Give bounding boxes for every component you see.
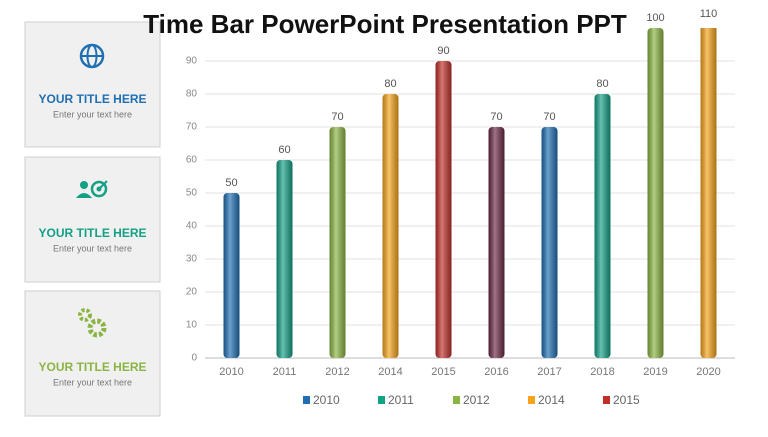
value-label: 100: [646, 12, 664, 24]
card: [24, 156, 161, 283]
globe-icon: [79, 43, 105, 69]
legend-label: 2011: [388, 393, 414, 407]
y-tick-label: 30: [186, 254, 198, 265]
x-tick-label: 2015: [431, 366, 455, 378]
x-tick-label: 2020: [696, 366, 720, 378]
value-label: 70: [543, 111, 555, 123]
cards: YOUR TITLE HERE Enter your text here YOU…: [24, 21, 161, 417]
card-text: Enter your text here: [53, 109, 132, 119]
legend-label: 2014: [538, 393, 565, 407]
chart-title: Time Bar PowerPoint Presentation PPT: [143, 9, 627, 39]
legend-label: 2010: [313, 393, 340, 407]
bar-shine: [276, 160, 293, 358]
x-tick-label: 2012: [325, 366, 349, 378]
x-tick-label: 2018: [590, 366, 614, 378]
value-label: 50: [225, 177, 237, 189]
y-tick-label: 90: [186, 56, 198, 67]
y-tick-label: 0: [191, 353, 197, 364]
y-tick-label: 60: [186, 155, 198, 166]
x-tick-label: 2017: [537, 366, 561, 378]
y-tick-label: 70: [186, 122, 198, 133]
legend-swatch: [303, 396, 310, 404]
bar-shine: [223, 193, 240, 358]
x-tick-label: 2014: [378, 366, 402, 378]
legend-swatch: [453, 396, 460, 404]
x-tick-label: 2011: [273, 366, 297, 378]
value-label: 110: [700, 8, 718, 20]
bar-shine: [435, 61, 452, 358]
bar-shine: [647, 28, 664, 358]
bar-shine: [541, 127, 558, 358]
card-title: YOUR TITLE HERE: [38, 360, 146, 374]
legend-swatch: [528, 396, 535, 404]
card-title: YOUR TITLE HERE: [38, 92, 146, 106]
value-label: 80: [384, 78, 396, 90]
card-text: Enter your text here: [53, 243, 132, 253]
legend-label: 2012: [463, 393, 490, 407]
y-tick-label: 50: [186, 188, 198, 199]
bar-shine: [382, 94, 399, 358]
value-label: 80: [596, 78, 608, 90]
value-label: 70: [490, 111, 502, 123]
bars: [223, 28, 717, 358]
bar-shine: [700, 28, 717, 358]
value-label: 90: [437, 45, 449, 57]
card-text: Enter your text here: [53, 377, 132, 387]
target-icon: [76, 180, 108, 198]
bar-shine: [329, 127, 346, 358]
value-label: 60: [278, 144, 290, 156]
gears-icon: [78, 308, 107, 338]
bar-shine: [488, 127, 505, 358]
bar-shine: [594, 94, 611, 358]
y-tick-label: 20: [186, 287, 198, 298]
legend-swatch: [603, 396, 610, 404]
x-tick-label: 2019: [643, 366, 667, 378]
x-tick-label: 2016: [484, 366, 508, 378]
x-tick-label: 2010: [219, 366, 243, 378]
value-label: 70: [331, 111, 343, 123]
card: [24, 290, 161, 417]
card-title: YOUR TITLE HERE: [38, 226, 146, 240]
legend-swatch: [378, 396, 385, 404]
card: [24, 21, 161, 148]
y-tick-label: 10: [186, 320, 198, 331]
y-tick-label: 40: [186, 221, 198, 232]
y-tick-label: 80: [186, 89, 198, 100]
legend-label: 2015: [613, 393, 640, 407]
